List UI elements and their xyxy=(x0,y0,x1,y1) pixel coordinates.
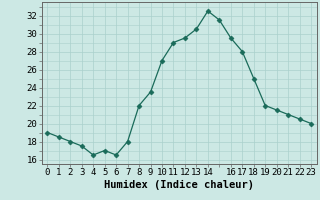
X-axis label: Humidex (Indice chaleur): Humidex (Indice chaleur) xyxy=(104,180,254,190)
